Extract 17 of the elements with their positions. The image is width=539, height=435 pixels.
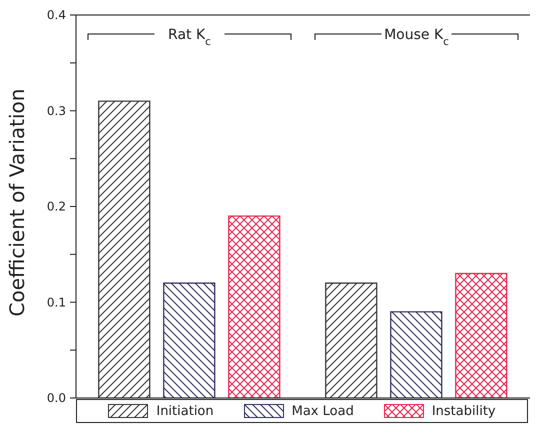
y-tick-label: 0.0 <box>46 391 66 405</box>
bar <box>163 282 216 398</box>
bar <box>228 215 280 398</box>
legend-label: Initiation <box>156 404 214 418</box>
y-tick-label: 0.4 <box>46 8 66 22</box>
y-axis-title: Coefficient of Variation <box>5 88 30 316</box>
legend-label: Max Load <box>292 404 354 418</box>
bar <box>325 282 378 398</box>
bar <box>455 272 508 398</box>
bar <box>390 311 442 398</box>
y-tick-label: 0.1 <box>46 295 66 310</box>
legend-label: Instability <box>432 404 496 418</box>
x-tick-label: Mouse K$_{c}$ <box>384 27 450 48</box>
y-tick-label: 0.3 <box>46 104 66 118</box>
y-tick-label: 0.2 <box>46 200 66 214</box>
x-tick-label: Rat K$_{c}$ <box>168 27 212 48</box>
bar <box>98 100 150 398</box>
